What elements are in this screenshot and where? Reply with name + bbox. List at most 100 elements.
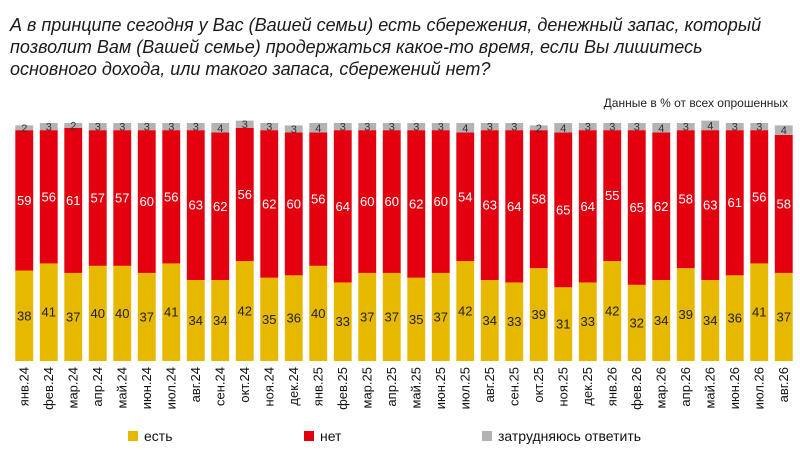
- data-label-yes: 33: [581, 314, 595, 329]
- x-tick-label: янв.26: [604, 367, 619, 406]
- bar-unsure: [676, 123, 695, 131]
- bar-unsure: [284, 125, 303, 133]
- bar-unsure: [480, 123, 499, 131]
- bar-no: [505, 130, 524, 283]
- data-label-no: 58: [532, 192, 546, 207]
- data-label-yes: 33: [507, 314, 521, 329]
- data-label-unsure: 4: [707, 120, 713, 132]
- data-label-no: 60: [287, 196, 301, 211]
- bar-no: [137, 130, 156, 273]
- data-label-yes: 32: [630, 315, 644, 330]
- bar-yes: [456, 261, 475, 361]
- bar-yes: [554, 287, 573, 361]
- data-label-unsure: 3: [364, 122, 370, 134]
- bar-yes: [701, 280, 720, 361]
- data-label-no: 56: [311, 192, 325, 207]
- x-tick-label: авг.26: [776, 367, 791, 402]
- data-label-unsure: 3: [756, 122, 762, 134]
- data-label-no: 56: [164, 189, 178, 204]
- bar-no: [64, 127, 83, 273]
- bar-unsure: [725, 123, 744, 131]
- data-label-yes: 34: [213, 313, 227, 328]
- data-label-unsure: 3: [193, 122, 199, 134]
- bar-no: [358, 130, 377, 273]
- data-label-yes: 31: [556, 317, 570, 332]
- bar-unsure: [15, 125, 34, 131]
- data-label-no: 63: [189, 198, 203, 213]
- bar-unsure: [64, 123, 83, 128]
- bar-unsure: [88, 123, 107, 131]
- data-label-yes: 37: [434, 309, 448, 324]
- data-label-unsure: 3: [340, 122, 346, 134]
- data-label-no: 60: [434, 194, 448, 209]
- bar-yes: [676, 268, 695, 361]
- data-label-no: 60: [385, 194, 399, 209]
- x-tick-label: мар.24: [65, 367, 80, 408]
- bar-no: [186, 130, 205, 281]
- data-label-yes: 37: [140, 309, 154, 324]
- x-tick-label: дек.24: [286, 367, 301, 406]
- data-label-unsure: 3: [634, 122, 640, 134]
- data-label-no: 55: [605, 188, 619, 203]
- bar-no: [39, 130, 58, 264]
- data-label-yes: 39: [532, 307, 546, 322]
- x-tick-label: июн.25: [433, 367, 448, 409]
- x-tick-label: апр.25: [384, 367, 399, 407]
- bar-unsure: [162, 123, 181, 131]
- data-label-unsure: 3: [144, 122, 150, 134]
- data-label-yes: 39: [679, 307, 693, 322]
- data-label-unsure: 3: [413, 122, 419, 134]
- data-label-yes: 40: [91, 306, 105, 321]
- x-tick-label: янв.25: [310, 367, 325, 406]
- data-label-unsure: 3: [683, 122, 689, 134]
- bar-no: [603, 130, 622, 262]
- data-label-unsure: 3: [438, 122, 444, 134]
- bar-yes: [750, 263, 769, 361]
- data-label-yes: 35: [409, 312, 423, 327]
- bar-no: [235, 127, 254, 262]
- bar-unsure: [39, 123, 58, 131]
- bar-unsure: [309, 123, 328, 133]
- data-label-unsure: 3: [585, 122, 591, 134]
- bar-unsure: [652, 123, 671, 133]
- bar-yes: [578, 282, 597, 361]
- bar-no: [725, 130, 744, 276]
- bar-yes: [284, 275, 303, 361]
- bar-yes: [505, 282, 524, 361]
- bar-yes: [480, 280, 499, 361]
- data-label-no: 63: [703, 198, 717, 213]
- data-label-no: 64: [336, 199, 350, 214]
- x-tick-label: сен.25: [506, 367, 521, 406]
- bar-no: [431, 130, 450, 273]
- bar-unsure: [774, 125, 793, 135]
- chart-title: А в принципе сегодня у Вас (Вашей семьи)…: [10, 15, 762, 79]
- bar-no: [382, 130, 401, 273]
- x-tick-label: сен.24: [212, 367, 227, 406]
- bar-yes: [309, 265, 328, 361]
- legend-item-no: нет: [304, 428, 341, 444]
- x-tick-label: май.26: [702, 367, 717, 409]
- data-label-no: 58: [679, 192, 693, 207]
- data-label-no: 56: [238, 187, 252, 202]
- x-tick-label: ноя.25: [555, 367, 570, 407]
- data-label-yes: 42: [238, 304, 252, 319]
- data-label-unsure: 2: [70, 120, 76, 132]
- x-tick-label: мар.25: [359, 367, 374, 408]
- data-label-unsure: 2: [536, 123, 542, 135]
- data-label-unsure: 4: [658, 123, 664, 135]
- x-tick-label: фев.26: [629, 367, 644, 410]
- data-label-unsure: 4: [462, 123, 468, 135]
- data-label-unsure: 3: [119, 122, 125, 134]
- bar-yes: [235, 261, 254, 361]
- x-tick-label: окт.25: [531, 367, 546, 403]
- bar-yes: [186, 280, 205, 361]
- data-label-yes: 40: [311, 306, 325, 321]
- bar-unsure: [137, 123, 156, 131]
- bar-unsure: [505, 123, 524, 131]
- bar-yes: [137, 272, 156, 361]
- data-label-unsure: 3: [168, 122, 174, 134]
- data-label-yes: 34: [189, 313, 203, 328]
- bar-unsure: [750, 123, 769, 131]
- data-label-no: 60: [140, 194, 154, 209]
- data-label-no: 65: [556, 202, 570, 217]
